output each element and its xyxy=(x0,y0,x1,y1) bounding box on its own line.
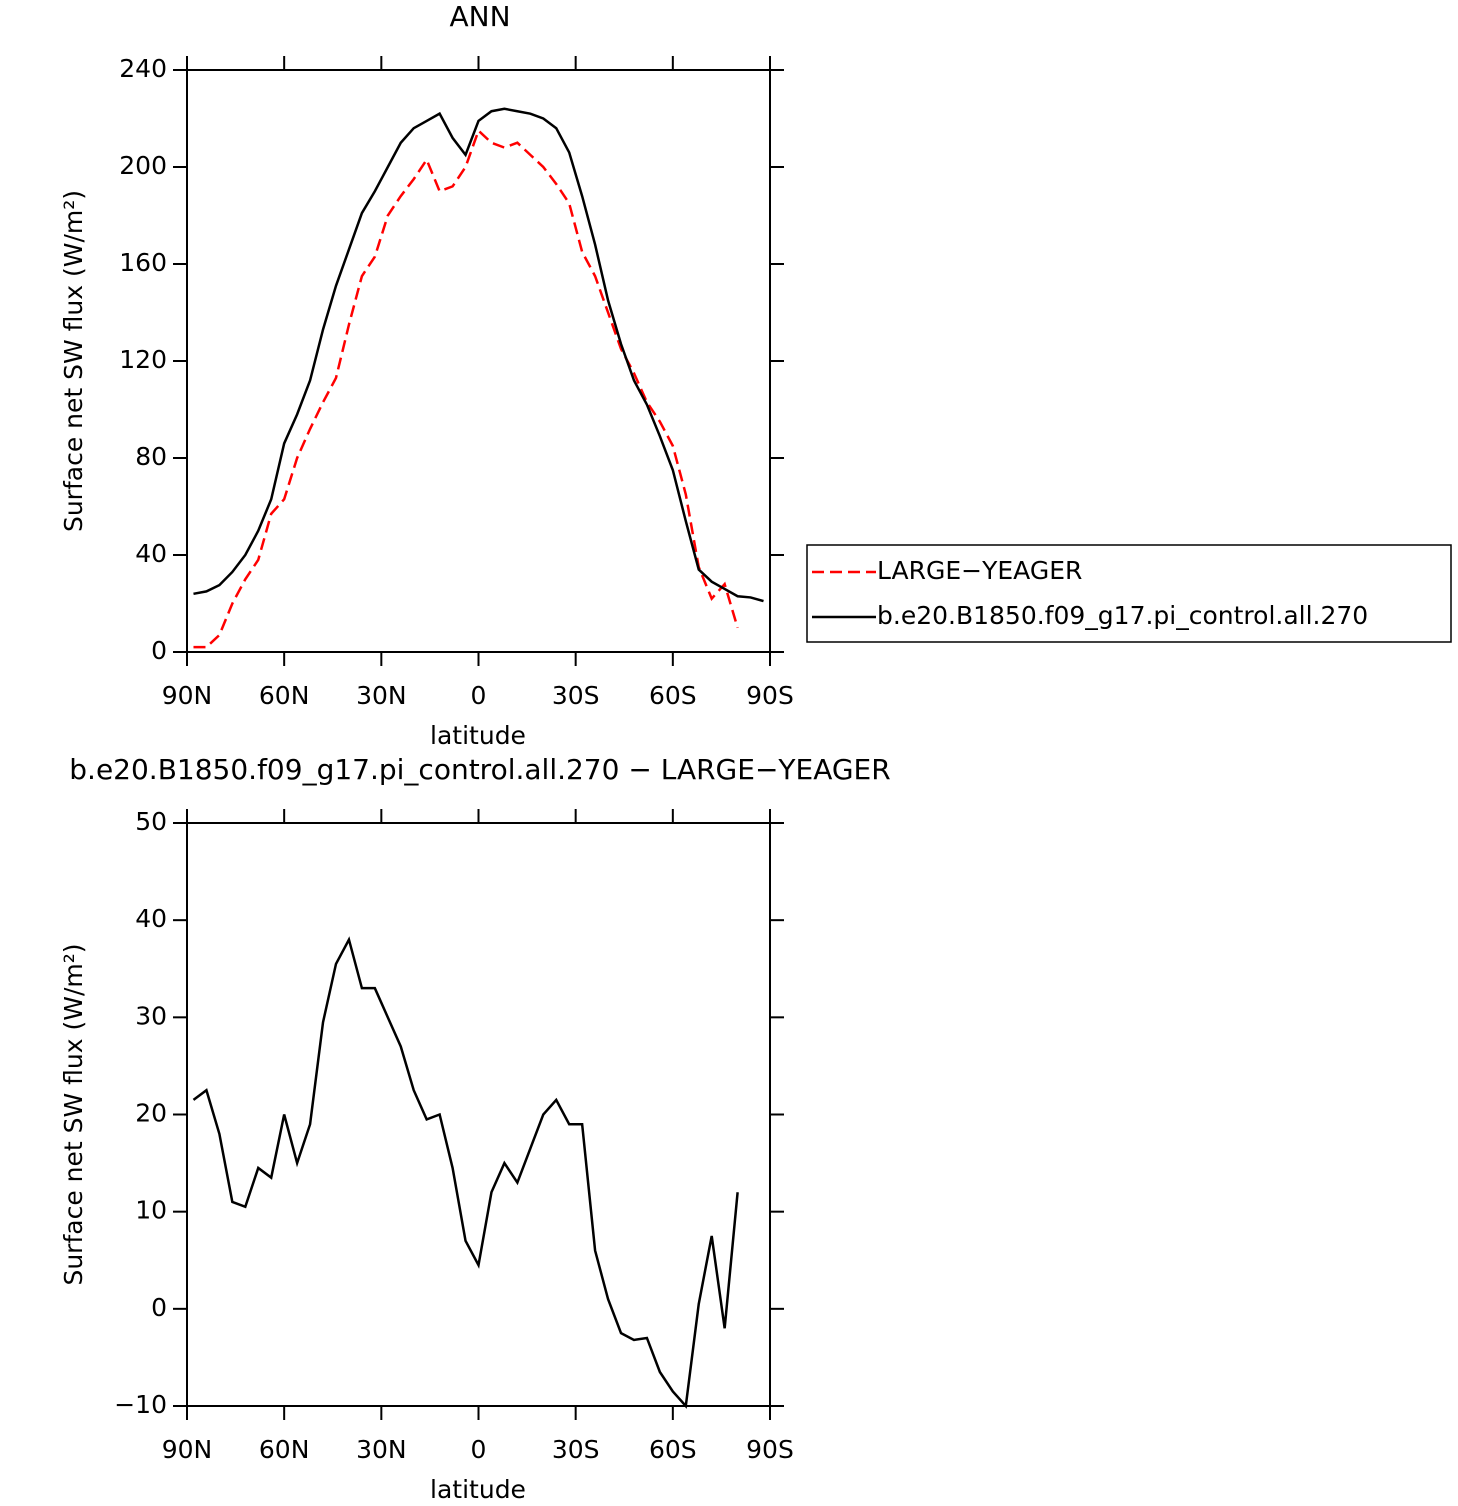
chart-title: ANN xyxy=(449,0,510,33)
legend-label: b.e20.B1850.f09_g17.pi_control.all.270 xyxy=(877,601,1368,630)
x-axis-label: latitude xyxy=(430,1475,526,1504)
y-tick-label: 0 xyxy=(151,636,167,665)
x-tick-label: 0 xyxy=(471,1435,487,1464)
y-tick-label: 120 xyxy=(119,345,167,374)
x-tick-label: 60N xyxy=(259,1435,310,1464)
y-tick-label: 200 xyxy=(119,151,167,180)
y-tick-label: 240 xyxy=(119,54,167,83)
x-tick-label: 60S xyxy=(649,1435,697,1464)
y-tick-label: 50 xyxy=(135,807,167,836)
y-tick-label: 40 xyxy=(135,539,167,568)
y-axis-label: Surface net SW flux (W/m²) xyxy=(59,190,88,532)
x-tick-label: 90S xyxy=(746,1435,794,1464)
x-tick-label: 90N xyxy=(162,1435,213,1464)
x-tick-label: 30S xyxy=(552,1435,600,1464)
x-tick-label: 90N xyxy=(162,681,213,710)
x-tick-label: 90S xyxy=(746,681,794,710)
series-line xyxy=(193,107,764,603)
chart-title: b.e20.B1850.f09_g17.pi_control.all.270 −… xyxy=(69,753,890,786)
y-tick-label: −10 xyxy=(114,1390,167,1419)
y-tick-label: 40 xyxy=(135,904,167,933)
legend-box xyxy=(806,544,1452,643)
x-tick-label: 60S xyxy=(649,681,697,710)
legend-label: LARGE−YEAGER xyxy=(877,556,1082,585)
y-tick-label: 160 xyxy=(119,248,167,277)
y-tick-label: 20 xyxy=(135,1099,167,1128)
y-tick-label: 30 xyxy=(135,1001,167,1030)
x-axis-label: latitude xyxy=(430,721,526,750)
y-tick-label: 80 xyxy=(135,442,167,471)
plot-frame xyxy=(186,822,771,1407)
x-tick-label: 0 xyxy=(471,681,487,710)
data-line xyxy=(192,936,739,1409)
x-tick-label: 60N xyxy=(259,681,310,710)
y-tick-label: 0 xyxy=(151,1293,167,1322)
x-tick-label: 30S xyxy=(552,681,600,710)
plot-frame xyxy=(186,69,771,653)
x-tick-label: 30N xyxy=(356,1435,407,1464)
y-tick-label: 10 xyxy=(135,1196,167,1225)
y-axis-label: Surface net SW flux (W/m²) xyxy=(59,943,88,1285)
x-tick-label: 30N xyxy=(356,681,407,710)
series-line xyxy=(193,128,739,649)
